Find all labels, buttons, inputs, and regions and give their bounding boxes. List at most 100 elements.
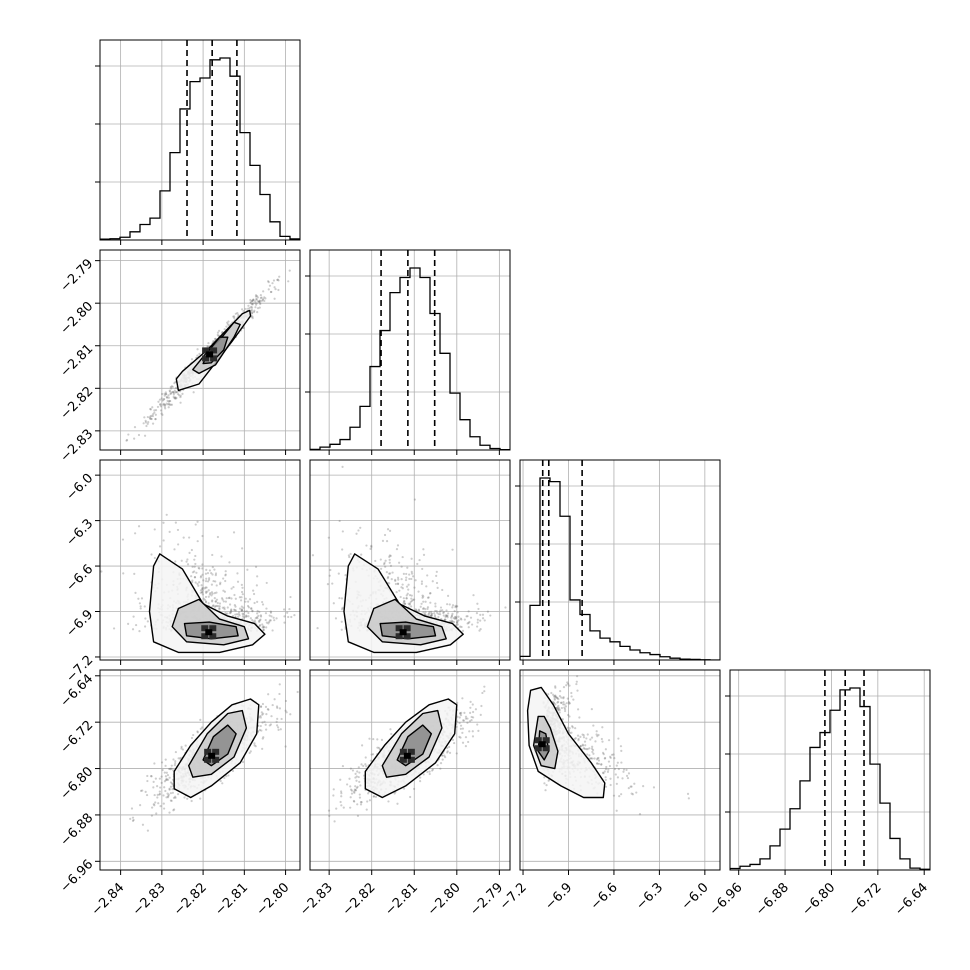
scatter-point [389, 564, 393, 567]
scatter-point [254, 300, 257, 303]
scatter-point [374, 795, 378, 798]
scatter-point [214, 580, 217, 583]
scatter-point [222, 577, 225, 580]
scatter-point [453, 609, 456, 613]
scatter-point [259, 705, 263, 709]
scatter-point [458, 735, 461, 738]
scatter-point [410, 570, 413, 573]
scatter-point [236, 580, 240, 583]
scatter-point [242, 310, 245, 313]
scatter-point [446, 594, 450, 597]
scatter-point [174, 396, 177, 400]
scatter-point [236, 572, 239, 575]
scatter-point [396, 582, 400, 585]
scatter-point [150, 814, 154, 817]
scatter-point [230, 597, 233, 600]
scatter-point [234, 613, 237, 616]
scatter-point [258, 624, 262, 627]
scatter-point [150, 414, 153, 417]
scatter-point [445, 614, 448, 618]
scatter-point [390, 578, 393, 581]
scatter-point [406, 566, 409, 569]
scatter-point [256, 296, 259, 299]
scatter-point [406, 592, 409, 595]
scatter-point [165, 402, 168, 405]
scatter-point [340, 804, 343, 807]
scatter-point [259, 724, 262, 728]
scatter-point [217, 334, 220, 338]
scatter-point [153, 793, 156, 797]
scatter-point [199, 576, 202, 579]
scatter-point [355, 532, 358, 535]
scatter-point [258, 619, 262, 622]
scatter-point [206, 590, 209, 593]
scatter-point [134, 532, 137, 535]
scatter-point [157, 802, 160, 805]
scatter-point [273, 297, 276, 300]
scatter-point [141, 789, 144, 792]
panel-0-0 [95, 39, 301, 245]
scatter-point [354, 785, 357, 788]
scatter-point [458, 716, 461, 719]
scatter-point [421, 596, 424, 599]
scatter-point [163, 771, 166, 774]
scatter-point [229, 611, 232, 614]
scatter-point [411, 575, 415, 578]
scatter-point [208, 577, 211, 580]
scatter-point [256, 600, 259, 603]
scatter-point [262, 626, 266, 629]
scatter-point [139, 605, 142, 608]
scatter-point [253, 601, 256, 605]
scatter-point [251, 317, 254, 320]
scatter-point [480, 704, 483, 708]
scatter-point [280, 717, 283, 721]
scatter-point [170, 385, 173, 388]
scatter-point [468, 730, 471, 733]
scatter-point [218, 602, 222, 605]
scatter-point [246, 604, 250, 608]
scatter-point [194, 554, 197, 558]
scatter-point [415, 609, 418, 612]
scatter-point [350, 789, 354, 792]
scatter-point [356, 770, 359, 773]
scatter-point [174, 762, 177, 765]
scatter-point [265, 626, 268, 629]
histogram-2 [520, 477, 720, 660]
scatter-point [233, 609, 237, 612]
scatter-point [162, 802, 165, 805]
scatter-point [252, 620, 255, 623]
scatter-point [400, 578, 403, 581]
scatter-point [204, 601, 208, 604]
scatter-point [193, 570, 196, 573]
scatter-point [164, 758, 167, 761]
scatter-point [338, 596, 341, 600]
scatter-point [259, 716, 262, 719]
scatter-point [191, 579, 194, 582]
density-core-cell [205, 629, 213, 636]
scatter-point [450, 619, 453, 622]
panel-2-1 [309, 459, 511, 665]
scatter-point [568, 702, 571, 705]
scatter-point [251, 610, 254, 613]
scatter-point [254, 301, 257, 305]
scatter-point [258, 306, 261, 309]
scatter-point [340, 792, 343, 795]
scatter-point [201, 593, 204, 596]
scatter-point [225, 325, 228, 328]
scatter-point [179, 394, 182, 397]
scatter-point [293, 614, 296, 617]
scatter-point [241, 586, 244, 589]
scatter-point [452, 617, 455, 620]
scatter-point [462, 719, 465, 722]
scatter-point [353, 800, 356, 803]
scatter-point [376, 746, 379, 749]
scatter-point [172, 758, 175, 761]
scatter-point [240, 596, 243, 599]
scatter-point [455, 725, 458, 728]
scatter-point [455, 605, 458, 608]
scatter-point [169, 781, 173, 784]
scatter-point [450, 614, 454, 617]
scatter-point [216, 535, 220, 539]
scatter-point [240, 608, 243, 611]
scatter-point [174, 391, 177, 394]
